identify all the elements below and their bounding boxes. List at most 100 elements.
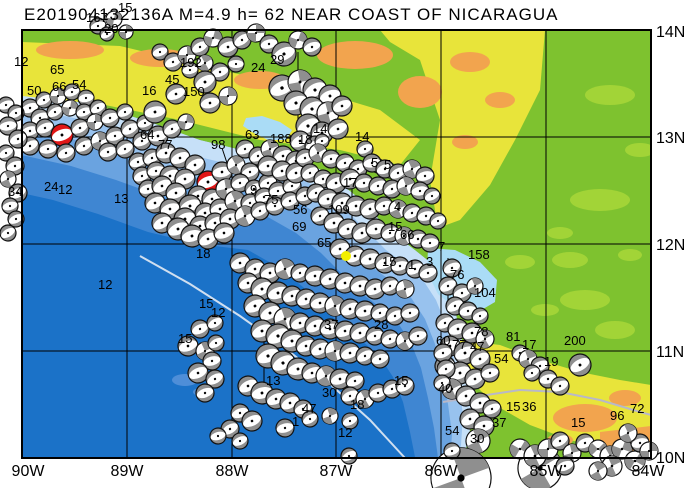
focal-mechanism: [151, 43, 169, 61]
beachball-layer: [0, 10, 659, 488]
focal-mechanism: [100, 108, 120, 128]
focal-mechanism: [480, 363, 500, 383]
depth-label: 9: [250, 182, 257, 197]
orange-patch: [553, 404, 617, 432]
depth-label: 17: [343, 175, 357, 190]
focal-mechanism: [7, 104, 25, 122]
focal-mechanism: [118, 24, 134, 40]
depth-label: 15: [571, 415, 585, 430]
depth-label: 3: [426, 254, 433, 269]
depth-label: 192: [180, 55, 202, 70]
depth-label: 13: [266, 373, 280, 388]
lon-tick-label: 85W: [530, 463, 564, 480]
depth-label: 56: [293, 202, 307, 217]
depth-label: 16: [142, 83, 156, 98]
depth-label: 77: [158, 137, 172, 152]
depth-label: 4: [394, 199, 401, 214]
depth-label: 12: [338, 425, 352, 440]
focal-mechanism: [471, 307, 489, 325]
depth-label: 37: [324, 317, 338, 332]
lon-tick-label: 84W: [632, 463, 666, 480]
focal-mechanism: [35, 118, 55, 138]
focal-mechanism: [429, 212, 447, 230]
focal-mechanism: [423, 187, 441, 205]
focal-mechanism: [475, 329, 495, 349]
focal-mechanism: [354, 300, 376, 322]
depth-label: 65: [317, 235, 331, 250]
depth-label: 15: [199, 296, 213, 311]
focal-mechanism: [86, 113, 104, 131]
focal-mechanism: [402, 203, 422, 223]
focal-mechanism: [56, 143, 76, 163]
lat-tick-label: 11N: [656, 344, 684, 361]
lat-tick-label: 13N: [656, 130, 685, 147]
lat-tick-label: 12N: [656, 237, 685, 254]
depth-label: 69: [292, 219, 306, 234]
focal-mechanism: [345, 371, 365, 391]
depth-label: 63: [245, 127, 259, 142]
focal-mechanism: [370, 349, 390, 369]
depth-label: 45: [165, 72, 179, 87]
lon-tick-label: 89W: [111, 463, 145, 480]
depth-label: 158: [468, 247, 490, 262]
depth-label: 96: [610, 408, 624, 423]
depth-label: 30: [322, 385, 336, 400]
depth-label: 77: [452, 337, 466, 352]
focal-mechanism: [210, 62, 230, 82]
focal-mechanism: [234, 205, 256, 227]
depth-label: 20: [104, 21, 118, 36]
depth-label: 66: [52, 79, 66, 94]
depth-label: 188: [270, 131, 292, 146]
lat-tick-label: 10N: [656, 450, 685, 467]
depth-label: 15: [382, 254, 396, 269]
depth-label: 19: [544, 354, 558, 369]
focal-mechanism: [438, 276, 458, 296]
depth-label: 13: [114, 191, 128, 206]
highland-yellow-central: [380, 30, 545, 228]
focal-mechanism: [395, 279, 415, 299]
lightgreen-patch: [625, 143, 651, 157]
focal-mechanism: [46, 103, 64, 121]
focal-mechanism: [550, 376, 570, 396]
depth-label: 81: [506, 329, 520, 344]
depth-label: 50: [27, 83, 41, 98]
focal-mechanism: [246, 23, 266, 43]
focal-mechanism: [187, 362, 209, 384]
focal-mechanism: [465, 428, 491, 454]
depth-label: 75: [264, 192, 278, 207]
ocean-band-mid: [22, 92, 472, 458]
depth-label: 34: [8, 184, 22, 199]
focal-mechanism: [395, 376, 415, 396]
focal-mechanism: [442, 258, 462, 278]
focal-mechanism: [380, 276, 400, 296]
focal-mechanism: [443, 442, 461, 460]
focal-mechanism: [227, 55, 245, 73]
focal-mechanism: [143, 100, 167, 124]
orange-patch: [609, 390, 641, 406]
depth-label: 109: [328, 202, 350, 217]
focal-mechanism: [61, 99, 79, 117]
depth-label: 72: [630, 401, 644, 416]
lat-tick-label: 14N: [656, 24, 685, 41]
map-frame: [21, 29, 652, 459]
lon-tick-label: 86W: [425, 463, 459, 480]
lightgreen-patch: [570, 189, 630, 211]
depth-label: 104: [474, 285, 496, 300]
lon-tick-label: 88W: [216, 463, 250, 480]
focal-mechanism: [469, 348, 491, 370]
focal-mechanism: [202, 351, 222, 371]
depth-label: 47: [302, 401, 316, 416]
depth-label: 200: [564, 333, 586, 348]
focal-mechanism: [241, 410, 263, 432]
focal-mechanism: [355, 346, 375, 366]
focal-mechanism: [50, 123, 74, 147]
depth-label: 29: [270, 52, 284, 67]
focal-mechanism: [568, 353, 592, 377]
depth-label: 54: [445, 423, 459, 438]
focal-mechanism: [394, 226, 414, 246]
focal-mechanism: [408, 326, 428, 346]
focal-mechanism: [218, 86, 238, 106]
focal-mechanism: [259, 34, 279, 54]
focal-mechanism: [356, 140, 374, 158]
focal-mechanism: [177, 113, 195, 131]
